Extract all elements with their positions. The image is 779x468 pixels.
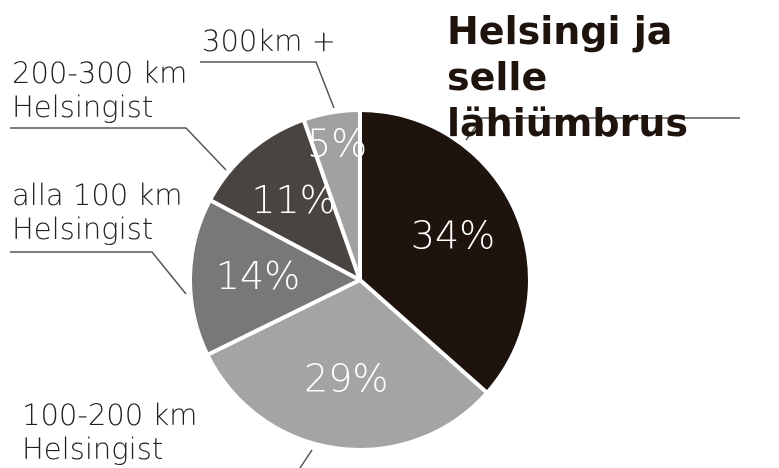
leader-line — [200, 61, 335, 109]
slice-label: 300km + — [202, 24, 336, 58]
slice-label: alla 100 km Helsingist — [12, 178, 183, 246]
pie-slice — [188, 198, 362, 357]
pie-slice — [207, 117, 362, 282]
leader-line — [465, 117, 740, 141]
leader-line — [299, 449, 313, 468]
value-label: 11% — [251, 178, 335, 222]
pie-slice — [301, 108, 362, 282]
pie-slice — [358, 108, 532, 395]
value-label: 5% — [307, 121, 367, 165]
value-label: 14% — [216, 254, 300, 298]
leader-line — [10, 127, 227, 171]
value-label: 34% — [411, 214, 495, 258]
value-label: 29% — [304, 357, 388, 401]
leader-line — [10, 251, 187, 295]
slice-label: 100-200 km Helsingist — [22, 398, 198, 466]
slice-label: Helsingi ja selle lähiümbrus — [447, 9, 689, 145]
slice-label: 200-300 km Helsingist — [12, 56, 188, 124]
